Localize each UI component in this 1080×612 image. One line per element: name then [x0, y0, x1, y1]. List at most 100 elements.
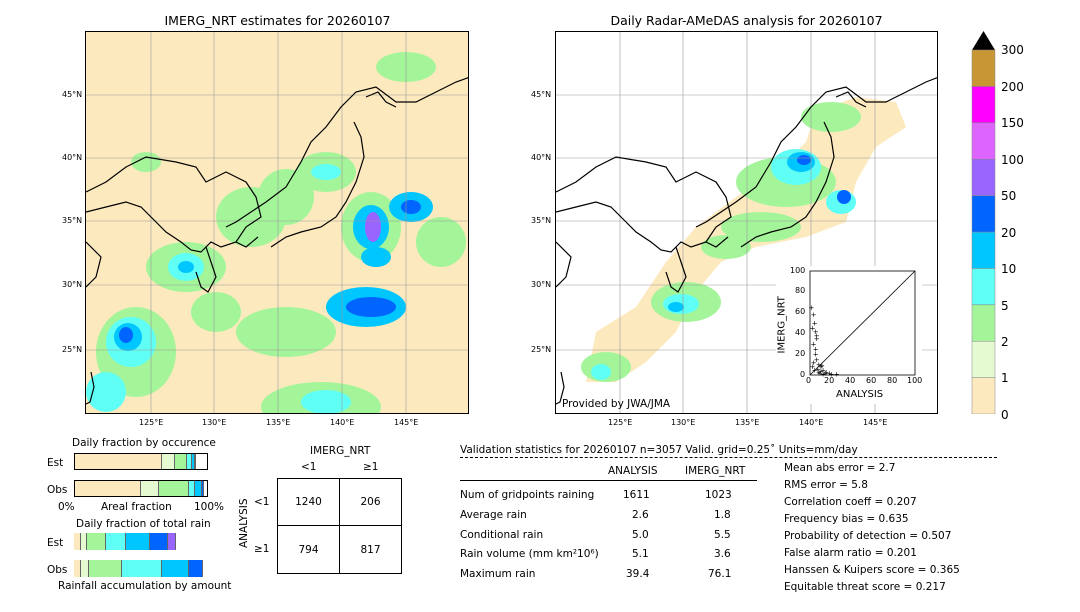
left-map-plot: [86, 32, 468, 413]
contingency-cell-d: 817: [339, 525, 402, 574]
score-line: Hanssen & Kuipers score = 0.365: [784, 564, 960, 576]
right-map-title: Daily Radar-AMeDAS analysis for 20260107: [610, 13, 883, 28]
validation-underline: [460, 480, 757, 481]
fraction-segment: [175, 454, 188, 469]
fraction-segment: [159, 481, 189, 496]
stat-row-label: Average rain: [460, 509, 527, 521]
scatter-point: +: [820, 370, 826, 378]
scatter-xtick: 0: [806, 376, 812, 385]
stat-row-analysis: 2.6: [632, 509, 649, 521]
scatter-point: +: [819, 362, 825, 370]
scatter-xtick: 60: [866, 376, 877, 385]
colorbar-swatch: [971, 49, 996, 87]
fraction-segment: [192, 454, 196, 469]
scatter-point: +: [834, 370, 840, 378]
fraction-segment: [106, 533, 127, 550]
accumulation-obs-label: Obs: [47, 564, 68, 576]
accumulation-est-bar: [74, 533, 208, 550]
right-lat-tick: 40°N: [531, 153, 552, 162]
fraction-segment: [195, 454, 197, 469]
colorbar-label: 20: [1001, 226, 1017, 240]
score-line: False alarm ratio = 0.201: [784, 547, 917, 559]
accumulation-est-label: Est: [47, 537, 64, 549]
scatter-point: +: [812, 320, 818, 328]
scatter-point: +: [815, 365, 821, 373]
fraction-segment: [167, 533, 176, 550]
fraction-segment: [88, 560, 123, 577]
right-lon-tick: 135°E: [735, 418, 760, 427]
fraction-segment: [141, 481, 160, 496]
colorbar-swatch: [971, 231, 996, 269]
left-lon-tick: 145°E: [394, 418, 419, 427]
fraction-segment: [126, 533, 151, 550]
right-lon-tick: 125°E: [608, 418, 633, 427]
right-map-plot: [556, 32, 937, 413]
scatter-xtick: 100: [907, 376, 923, 385]
fraction-segment: [75, 481, 141, 496]
left-map-title: IMERG_NRT estimates for 20260107: [164, 13, 391, 28]
stat-row-label: Maximum rain: [460, 568, 536, 580]
colorbar-label: 100: [1001, 153, 1024, 167]
scatter-inset: + + + + + + + + + + + + + + + + + + + + + + + + + + + + ANALYSIS IM…: [776, 266, 922, 404]
score-line: RMS error = 5.8: [784, 479, 868, 491]
scatter-ytick: 40: [795, 328, 806, 337]
occurrence-obs-label: Obs: [47, 484, 68, 496]
scatter-point: +: [810, 363, 816, 371]
stat-row-imerg: 3.6: [714, 548, 731, 560]
colorbar-swatch: [971, 158, 996, 196]
scatter-point: +: [813, 328, 819, 336]
colorbar-swatches: [971, 31, 996, 415]
fraction-segment: [162, 560, 190, 577]
right-lat-tick: 35°N: [531, 216, 552, 225]
scatter-ytick: 0: [800, 370, 806, 379]
scatter-xtick: 20: [824, 376, 835, 385]
scatter-point: +: [822, 369, 828, 377]
left-lat-tick: 35°N: [62, 216, 83, 225]
scatter-ylabel: IMERG_NRT: [776, 296, 788, 354]
scatter-point: +: [813, 346, 819, 354]
left-lat-tick: 25°N: [62, 345, 83, 354]
scatter-point: +: [813, 351, 819, 359]
right-lat-tick: 45°N: [531, 90, 552, 99]
scatter-point: +: [826, 369, 832, 377]
score-line: Correlation coeff = 0.207: [784, 496, 917, 508]
accumulation-footer: Rainfall accumulation by amount: [58, 580, 232, 592]
colorbar-label: 1: [1001, 371, 1009, 385]
score-line: Mean abs error = 2.7: [784, 462, 896, 474]
scatter-point: +: [816, 361, 822, 369]
contingency-row-ge: ≥1: [254, 543, 270, 555]
right-coastline: [556, 77, 937, 405]
fraction-segment: [201, 481, 205, 496]
scatter-ytick: 60: [795, 307, 806, 316]
scatter-point: +: [814, 356, 820, 364]
stat-row-imerg: 1.8: [714, 509, 731, 521]
colorbar-label: 0: [1001, 408, 1009, 422]
colorbar-label: 300: [1001, 43, 1024, 57]
fraction-segment: [80, 560, 89, 577]
stat-row-label: Rain volume (mm km²10⁶): [460, 548, 599, 560]
fraction-segment: [75, 454, 163, 469]
fraction-segment: [189, 560, 203, 577]
stat-row-label: Num of gridpoints raining: [460, 489, 595, 501]
occurrence-est-label: Est: [47, 457, 64, 469]
score-line: Equitable threat score = 0.217: [784, 581, 946, 593]
left-lon-tick: 135°E: [266, 418, 291, 427]
right-lon-tick: 130°E: [671, 418, 696, 427]
accumulation-obs-bar: [74, 560, 208, 577]
stat-row-label: Conditional rain: [460, 529, 544, 541]
fraction-segment: [74, 533, 81, 550]
stat-row-analysis: 5.0: [632, 529, 649, 541]
left-grid: [86, 32, 468, 413]
validation-col-imerg: IMERG_NRT: [685, 465, 746, 477]
occurrence-axis-right: 100%: [194, 501, 225, 513]
occurrence-axis-left: 0%: [58, 501, 75, 513]
stat-row-analysis: 1611: [623, 489, 650, 501]
scatter-point: +: [818, 363, 824, 371]
colorbar: [971, 30, 996, 415]
contingency-row-lt: <1: [254, 496, 270, 508]
scatter-point: +: [823, 368, 829, 376]
scatter-point: +: [818, 367, 824, 375]
scatter-point: +: [817, 369, 823, 377]
colorbar-swatch: [971, 377, 996, 415]
left-rain-fields: [86, 52, 466, 413]
